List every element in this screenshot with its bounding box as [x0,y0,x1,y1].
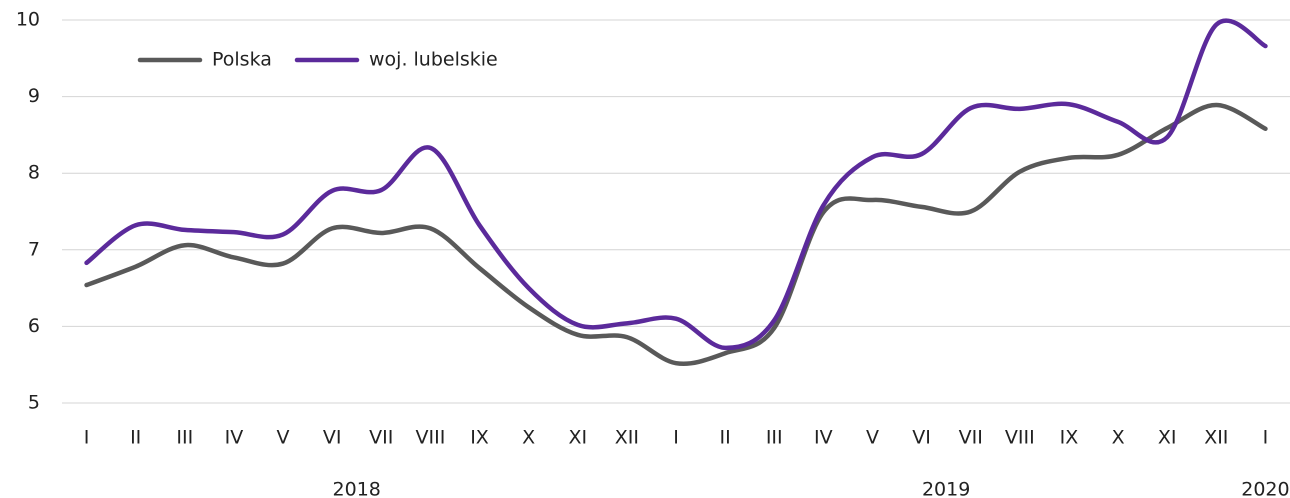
x-tick-label: I [673,427,679,449]
x-tick-label: VII [959,427,983,449]
series-line [84,18,1268,351]
x-tick-label: XII [1204,427,1228,449]
x-tick-label: IX [470,427,489,449]
x-tick-label: XI [568,427,587,449]
x-group-label: 2018 [333,479,381,498]
y-tick-label: 10 [16,9,40,31]
x-tick-label: VIII [415,427,445,449]
y-tick-label: 7 [28,238,40,260]
x-tick-label: XI [1158,427,1177,449]
x-tick-label: II [130,427,141,449]
x-tick-label: II [720,427,731,449]
y-tick-label: 6 [28,315,40,337]
y-tick-label: 9 [28,85,40,107]
legend-label: woj. lubelskie [369,49,498,71]
x-tick-label: XII [615,427,639,449]
x-tick-label: IV [225,427,244,449]
x-tick-label: VIII [1005,427,1035,449]
x-tick-label: I [1263,427,1269,449]
x-tick-label: III [766,427,783,449]
x-tick-label: IX [1060,427,1079,449]
x-tick-label: V [277,427,290,449]
x-tick-label: III [176,427,193,449]
x-tick-label: I [84,427,90,449]
x-group-label: 2019 [922,479,970,498]
x-tick-label: IV [814,427,833,449]
x-tick-label: VII [369,427,393,449]
x-tick-label: VI [912,427,931,449]
x-tick-label: V [866,427,879,449]
series-line [84,102,1268,366]
legend-label: Polska [212,49,272,71]
x-tick-label: VI [323,427,342,449]
y-tick-label: 8 [28,162,40,184]
x-tick-label: X [1112,427,1125,449]
y-tick-label: 5 [28,392,40,414]
x-group-label: 2020 [1241,479,1289,498]
x-tick-label: X [522,427,535,449]
